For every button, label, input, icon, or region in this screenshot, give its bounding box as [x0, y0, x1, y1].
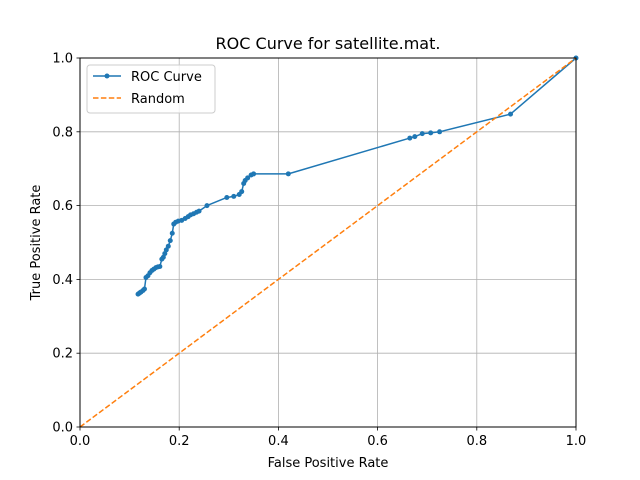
x-axis-label: False Positive Rate — [268, 456, 389, 471]
roc-point — [251, 171, 257, 177]
roc-point — [245, 175, 251, 181]
y-axis-label: True Positive Rate — [29, 185, 44, 302]
roc-point — [167, 238, 173, 244]
roc-point — [407, 135, 413, 141]
axis-ticks: 0.0 0.2 0.4 0.6 0.8 1.0 0.0 0.2 0.4 0.6 0.8 1.0 — [52, 52, 586, 450]
roc-point — [165, 243, 171, 249]
roc-point — [231, 193, 237, 199]
roc-point — [412, 134, 418, 140]
roc-point — [141, 286, 147, 292]
y-tick-label: 0.8 — [52, 125, 73, 140]
roc-point — [239, 189, 245, 195]
x-tick-label: 0.4 — [268, 434, 289, 449]
roc-point — [163, 247, 169, 253]
y-tick-label: 0.6 — [52, 199, 73, 214]
roc-point — [428, 130, 434, 136]
legend-marker-roc — [104, 73, 110, 79]
x-tick-label: 1.0 — [566, 434, 587, 449]
x-tick-label: 0.6 — [367, 434, 388, 449]
plot-area-frame — [79, 57, 577, 428]
random-baseline-line — [79, 57, 577, 428]
roc-point — [204, 203, 210, 209]
roc-point — [285, 171, 291, 177]
legend: ROC Curve Random — [86, 64, 216, 114]
y-tick-label: 1.0 — [52, 52, 73, 67]
roc-point — [169, 230, 175, 236]
x-tick-label: 0.0 — [70, 434, 91, 449]
roc-point — [419, 131, 425, 137]
legend-label-roc: ROC Curve — [131, 70, 202, 85]
x-tick-label: 0.8 — [466, 434, 487, 449]
y-tick-label: 0.2 — [52, 347, 73, 362]
x-tick-label: 0.2 — [169, 434, 190, 449]
roc-point — [508, 111, 514, 117]
chart-title: ROC Curve for satellite.mat. — [216, 34, 441, 53]
roc-point — [437, 129, 443, 135]
roc-point — [157, 263, 163, 269]
plot-series — [79, 55, 579, 428]
roc-point — [196, 208, 202, 214]
y-tick-label: 0.4 — [52, 273, 73, 288]
y-tick-label: 0.0 — [52, 421, 73, 436]
legend-label-random: Random — [131, 92, 185, 107]
legend-box — [86, 64, 216, 114]
roc-point — [224, 194, 230, 200]
